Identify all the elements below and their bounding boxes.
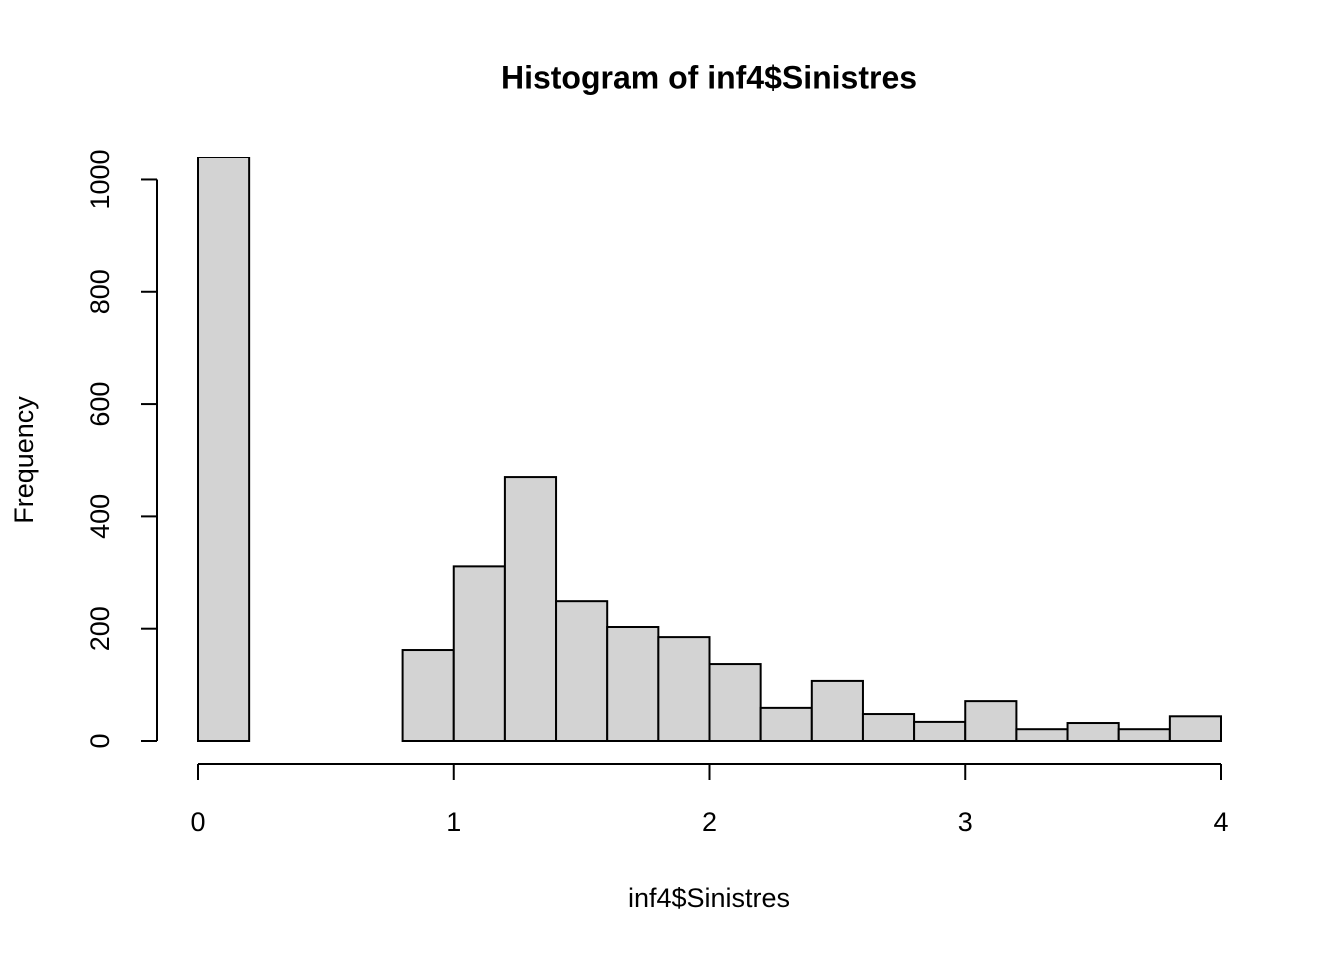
chart-title: Histogram of inf4$Sinistres (501, 59, 917, 95)
bar (657, 636, 711, 742)
bar (197, 157, 251, 742)
bar (913, 720, 967, 743)
bar (1168, 715, 1222, 742)
bar (1015, 728, 1069, 743)
bar (708, 663, 762, 742)
bar (452, 565, 506, 742)
x-tick-label: 4 (1213, 807, 1228, 837)
bar (555, 600, 609, 743)
y-tick-label: 1000 (85, 149, 115, 209)
bar (964, 700, 1018, 743)
bar (401, 649, 455, 742)
bar (1117, 728, 1171, 743)
bar (606, 626, 660, 742)
bar (1066, 722, 1120, 742)
bars (197, 157, 1222, 743)
y-tick-label: 0 (85, 733, 115, 748)
bar (759, 706, 813, 742)
x-axis-label: inf4$Sinistres (628, 883, 790, 913)
bar (861, 713, 916, 742)
y-tick-label: 600 (85, 382, 115, 427)
y-tick-label: 800 (85, 269, 115, 314)
y-axis-label: Frequency (9, 396, 39, 524)
x-tick-label: 1 (446, 807, 461, 837)
bar (503, 476, 558, 742)
y-tick-label: 200 (85, 606, 115, 651)
bar (810, 679, 864, 743)
x-tick-label: 0 (190, 807, 205, 837)
x-tick-label: 3 (958, 807, 973, 837)
y-tick-label: 400 (85, 494, 115, 539)
x-tick-label: 2 (702, 807, 717, 837)
